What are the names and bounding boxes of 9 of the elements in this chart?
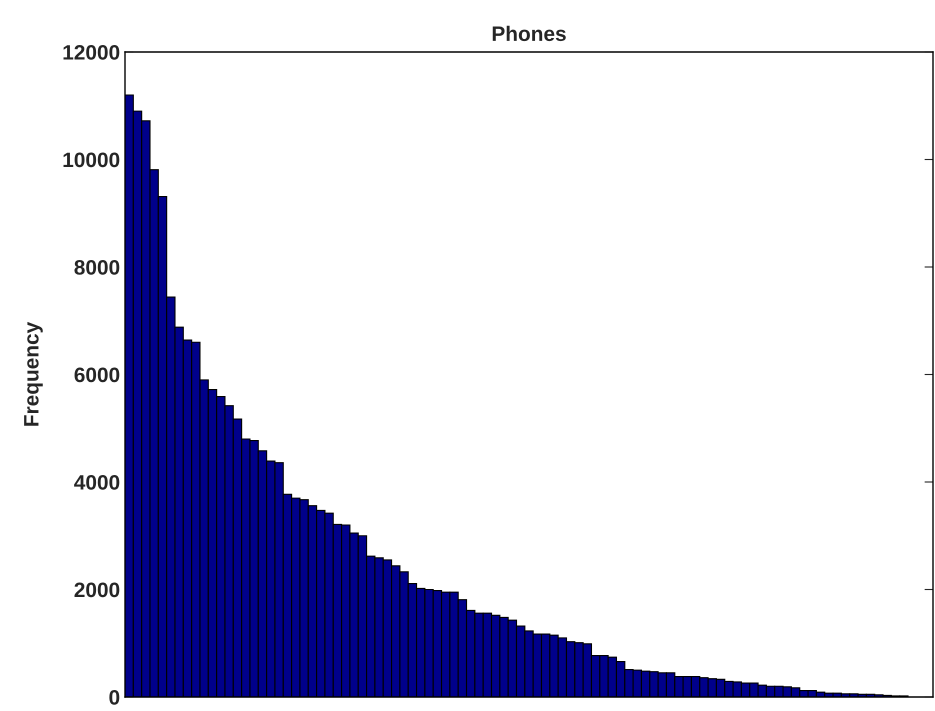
- y-tick-label: 4000: [74, 475, 120, 490]
- y-tick-label: 10000: [64, 152, 120, 168]
- y-tick-label: 6000: [74, 368, 120, 382]
- y-axis-title: Frequency: [24, 322, 43, 426]
- y-tick-label: 12000: [64, 45, 120, 60]
- chart-title: Phones: [492, 26, 566, 42]
- y-tick-label: 0: [109, 690, 120, 705]
- y-tick-label: 2000: [74, 582, 120, 598]
- y-tick-label: 8000: [74, 260, 120, 275]
